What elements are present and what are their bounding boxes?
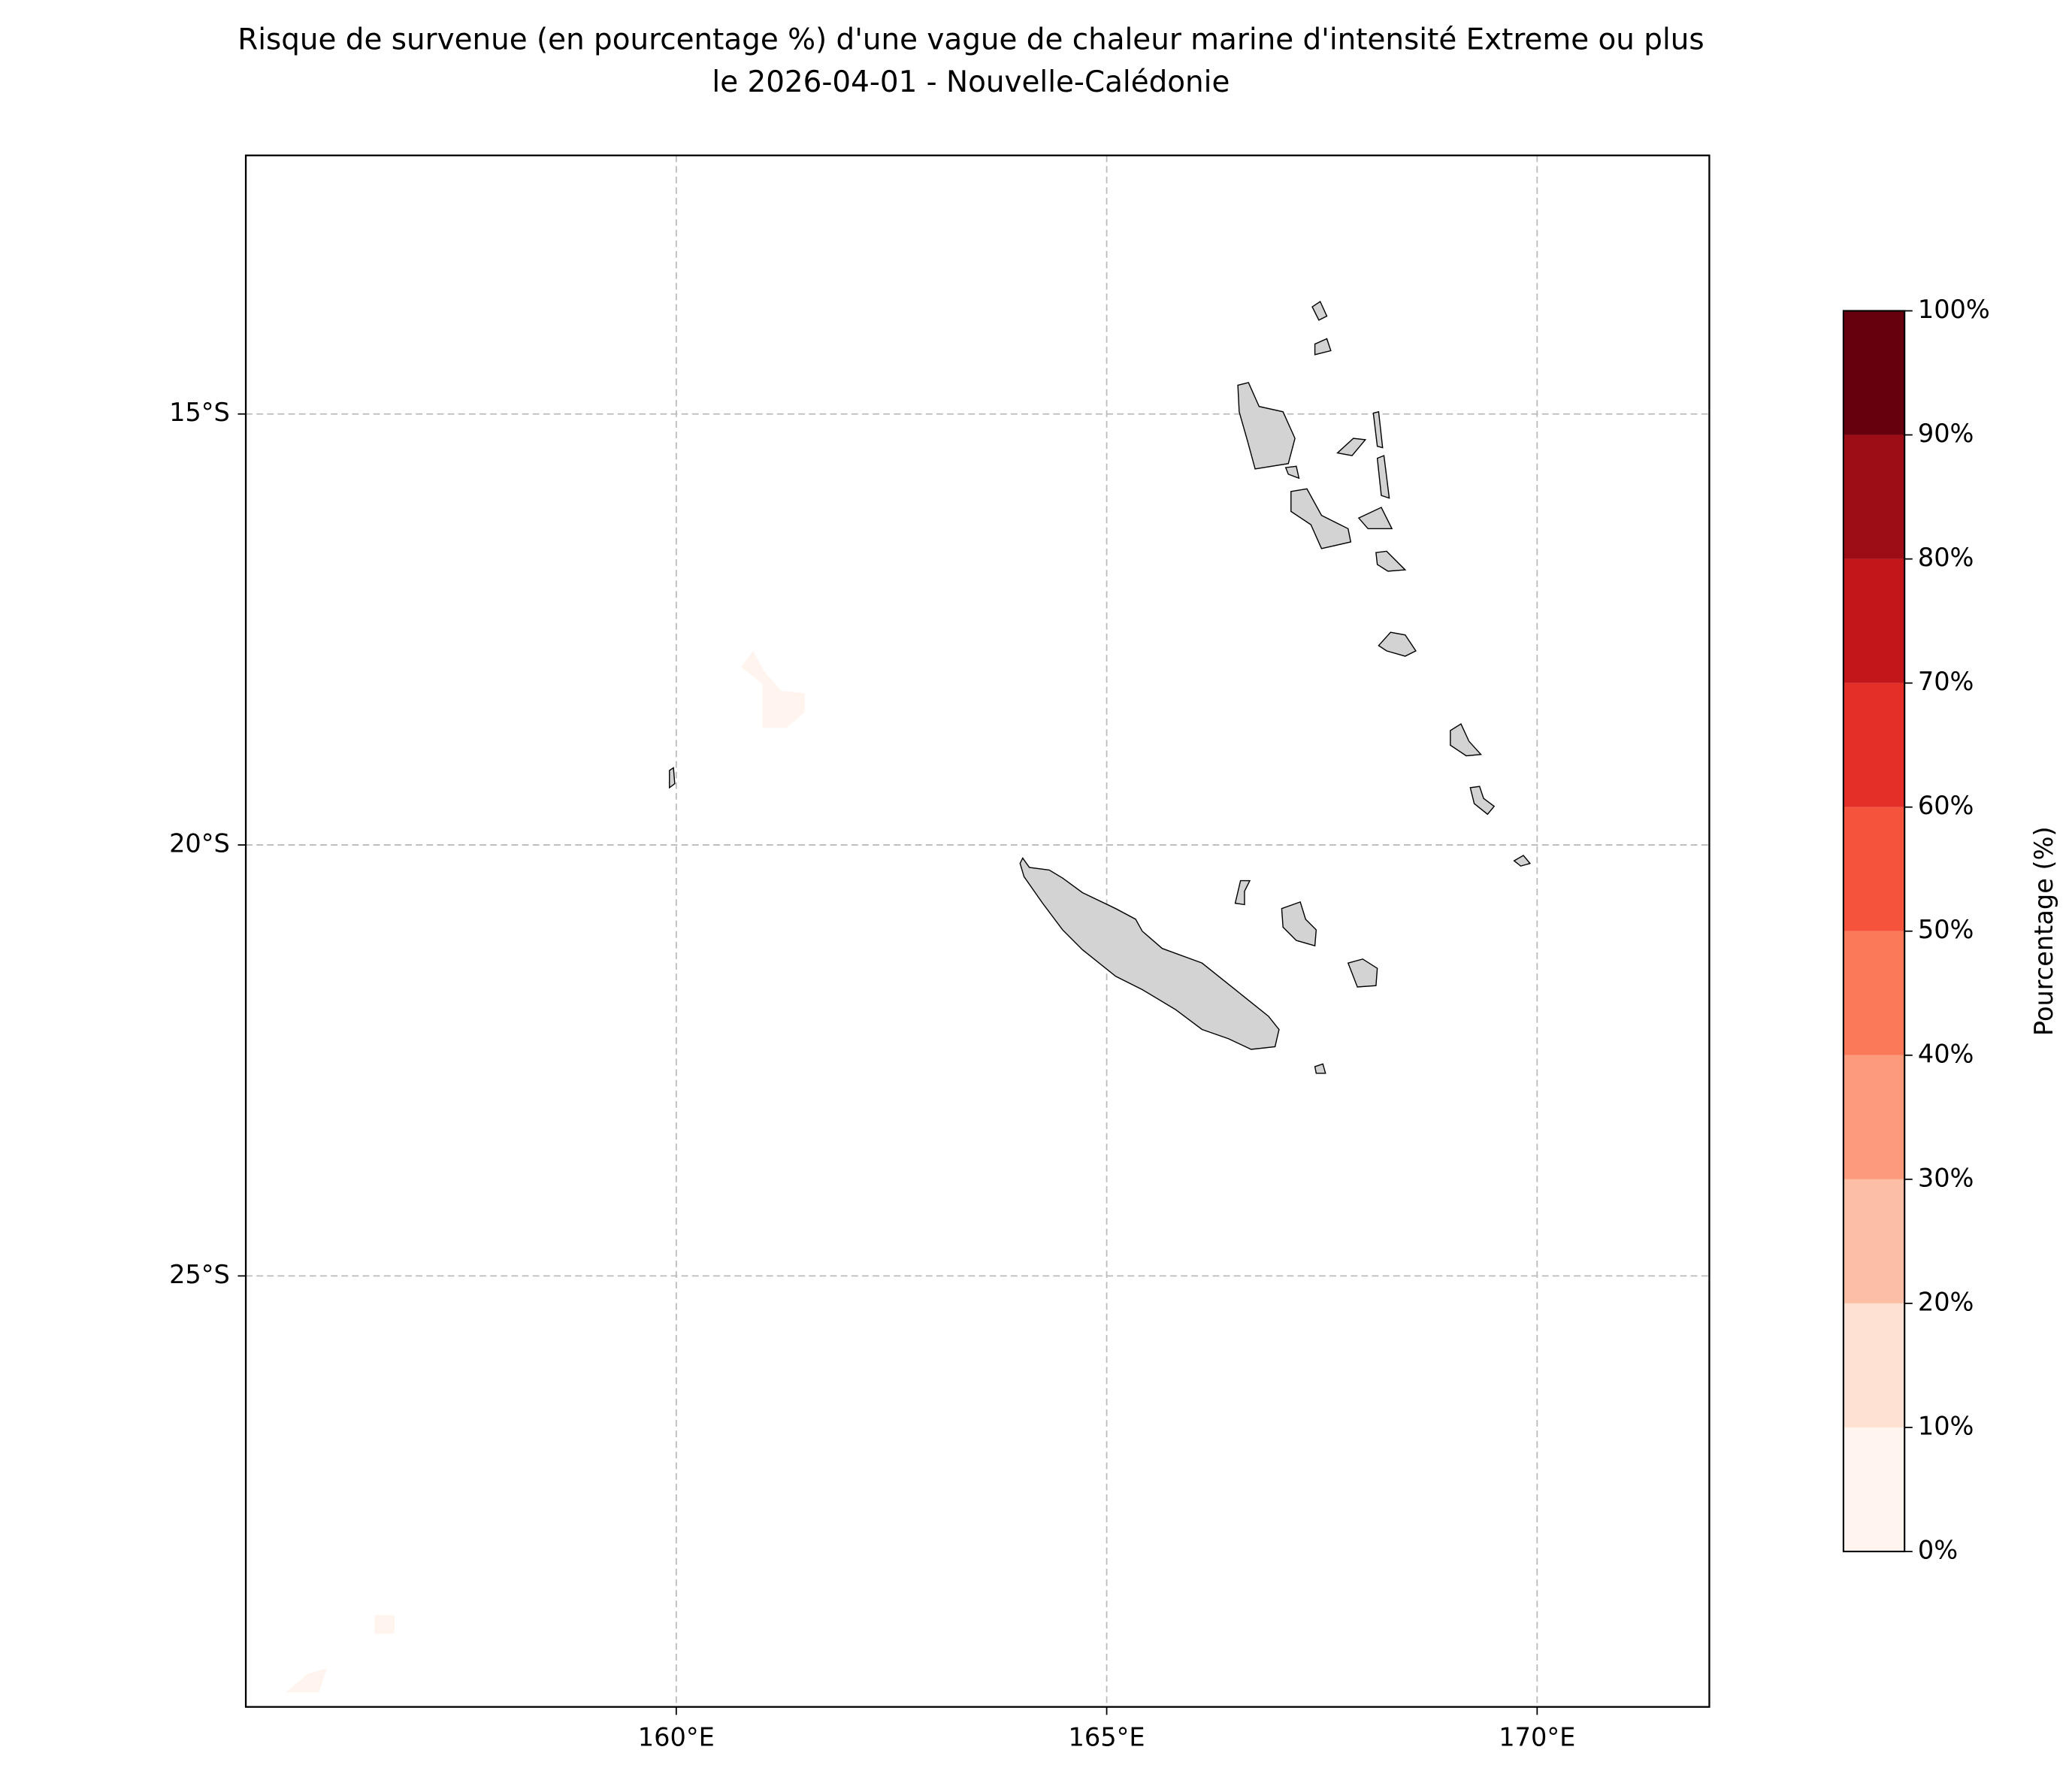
island	[1375, 550, 1407, 572]
island	[1376, 455, 1390, 499]
island	[1284, 465, 1300, 480]
colorbar-tick-label: 70%	[1918, 667, 1974, 696]
island	[1237, 382, 1296, 470]
y-tick-label: 25°S	[169, 1260, 230, 1289]
colorbar-band	[1843, 1179, 1905, 1303]
island	[1378, 631, 1417, 657]
colorbar-tick-label: 40%	[1918, 1039, 1974, 1068]
colorbar-band	[1843, 559, 1905, 683]
heat-patch	[286, 1668, 327, 1693]
x-tick-label: 170°E	[1499, 1723, 1575, 1752]
y-tick-label: 15°S	[169, 398, 230, 427]
island	[1357, 507, 1393, 530]
island	[669, 767, 676, 789]
colorbar-band	[1843, 1427, 1905, 1552]
island	[1311, 301, 1328, 321]
colorbar-band	[1843, 807, 1905, 931]
y-tick-label: 20°S	[169, 829, 230, 858]
colorbar-band	[1843, 1055, 1905, 1179]
chart-title: Risque de survenue (en pourcentage %) d'…	[237, 23, 1704, 56]
colorbar-tick-label: 20%	[1918, 1287, 1974, 1316]
heat-patches	[286, 650, 806, 1693]
colorbar-tick-label: 30%	[1918, 1163, 1974, 1192]
grid	[246, 155, 1710, 1707]
colorbar-band	[1843, 931, 1905, 1055]
heat-patch	[374, 1615, 395, 1634]
colorbar-band	[1843, 434, 1905, 559]
map-frame	[244, 154, 1711, 1708]
colorbar-tick-label: 50%	[1918, 915, 1974, 944]
colorbar-band	[1843, 310, 1905, 435]
island	[1314, 338, 1332, 356]
colorbar-tick-label: 0%	[1918, 1535, 1958, 1564]
island	[1336, 437, 1367, 456]
island	[1347, 958, 1378, 988]
island	[1281, 901, 1317, 947]
chart-subtitle: le 2026-04-01 - Nouvelle-Calédonie	[712, 65, 1230, 99]
island	[1372, 410, 1384, 449]
island	[1469, 786, 1496, 816]
colorbar-tick-label: 60%	[1918, 791, 1974, 820]
island	[1234, 879, 1251, 906]
colorbar-band	[1843, 1303, 1905, 1427]
heat-patch	[741, 650, 806, 728]
colorbar-band	[1843, 683, 1905, 807]
island	[1019, 857, 1280, 1050]
island	[1314, 1063, 1326, 1074]
island	[1513, 855, 1532, 867]
colorbar-tick-label: 10%	[1918, 1411, 1974, 1440]
island	[1450, 723, 1482, 757]
x-tick-label: 165°E	[1069, 1723, 1145, 1752]
colorbar-tick-label: 90%	[1918, 419, 1974, 448]
x-tick-label: 160°E	[638, 1723, 715, 1752]
colorbar-tick-label: 100%	[1918, 295, 1990, 324]
island	[1290, 488, 1352, 549]
colorbar-label: Pourcentage (%)	[2029, 826, 2058, 1036]
colorbar-tick-label: 80%	[1918, 543, 1974, 572]
land	[669, 301, 1532, 1074]
